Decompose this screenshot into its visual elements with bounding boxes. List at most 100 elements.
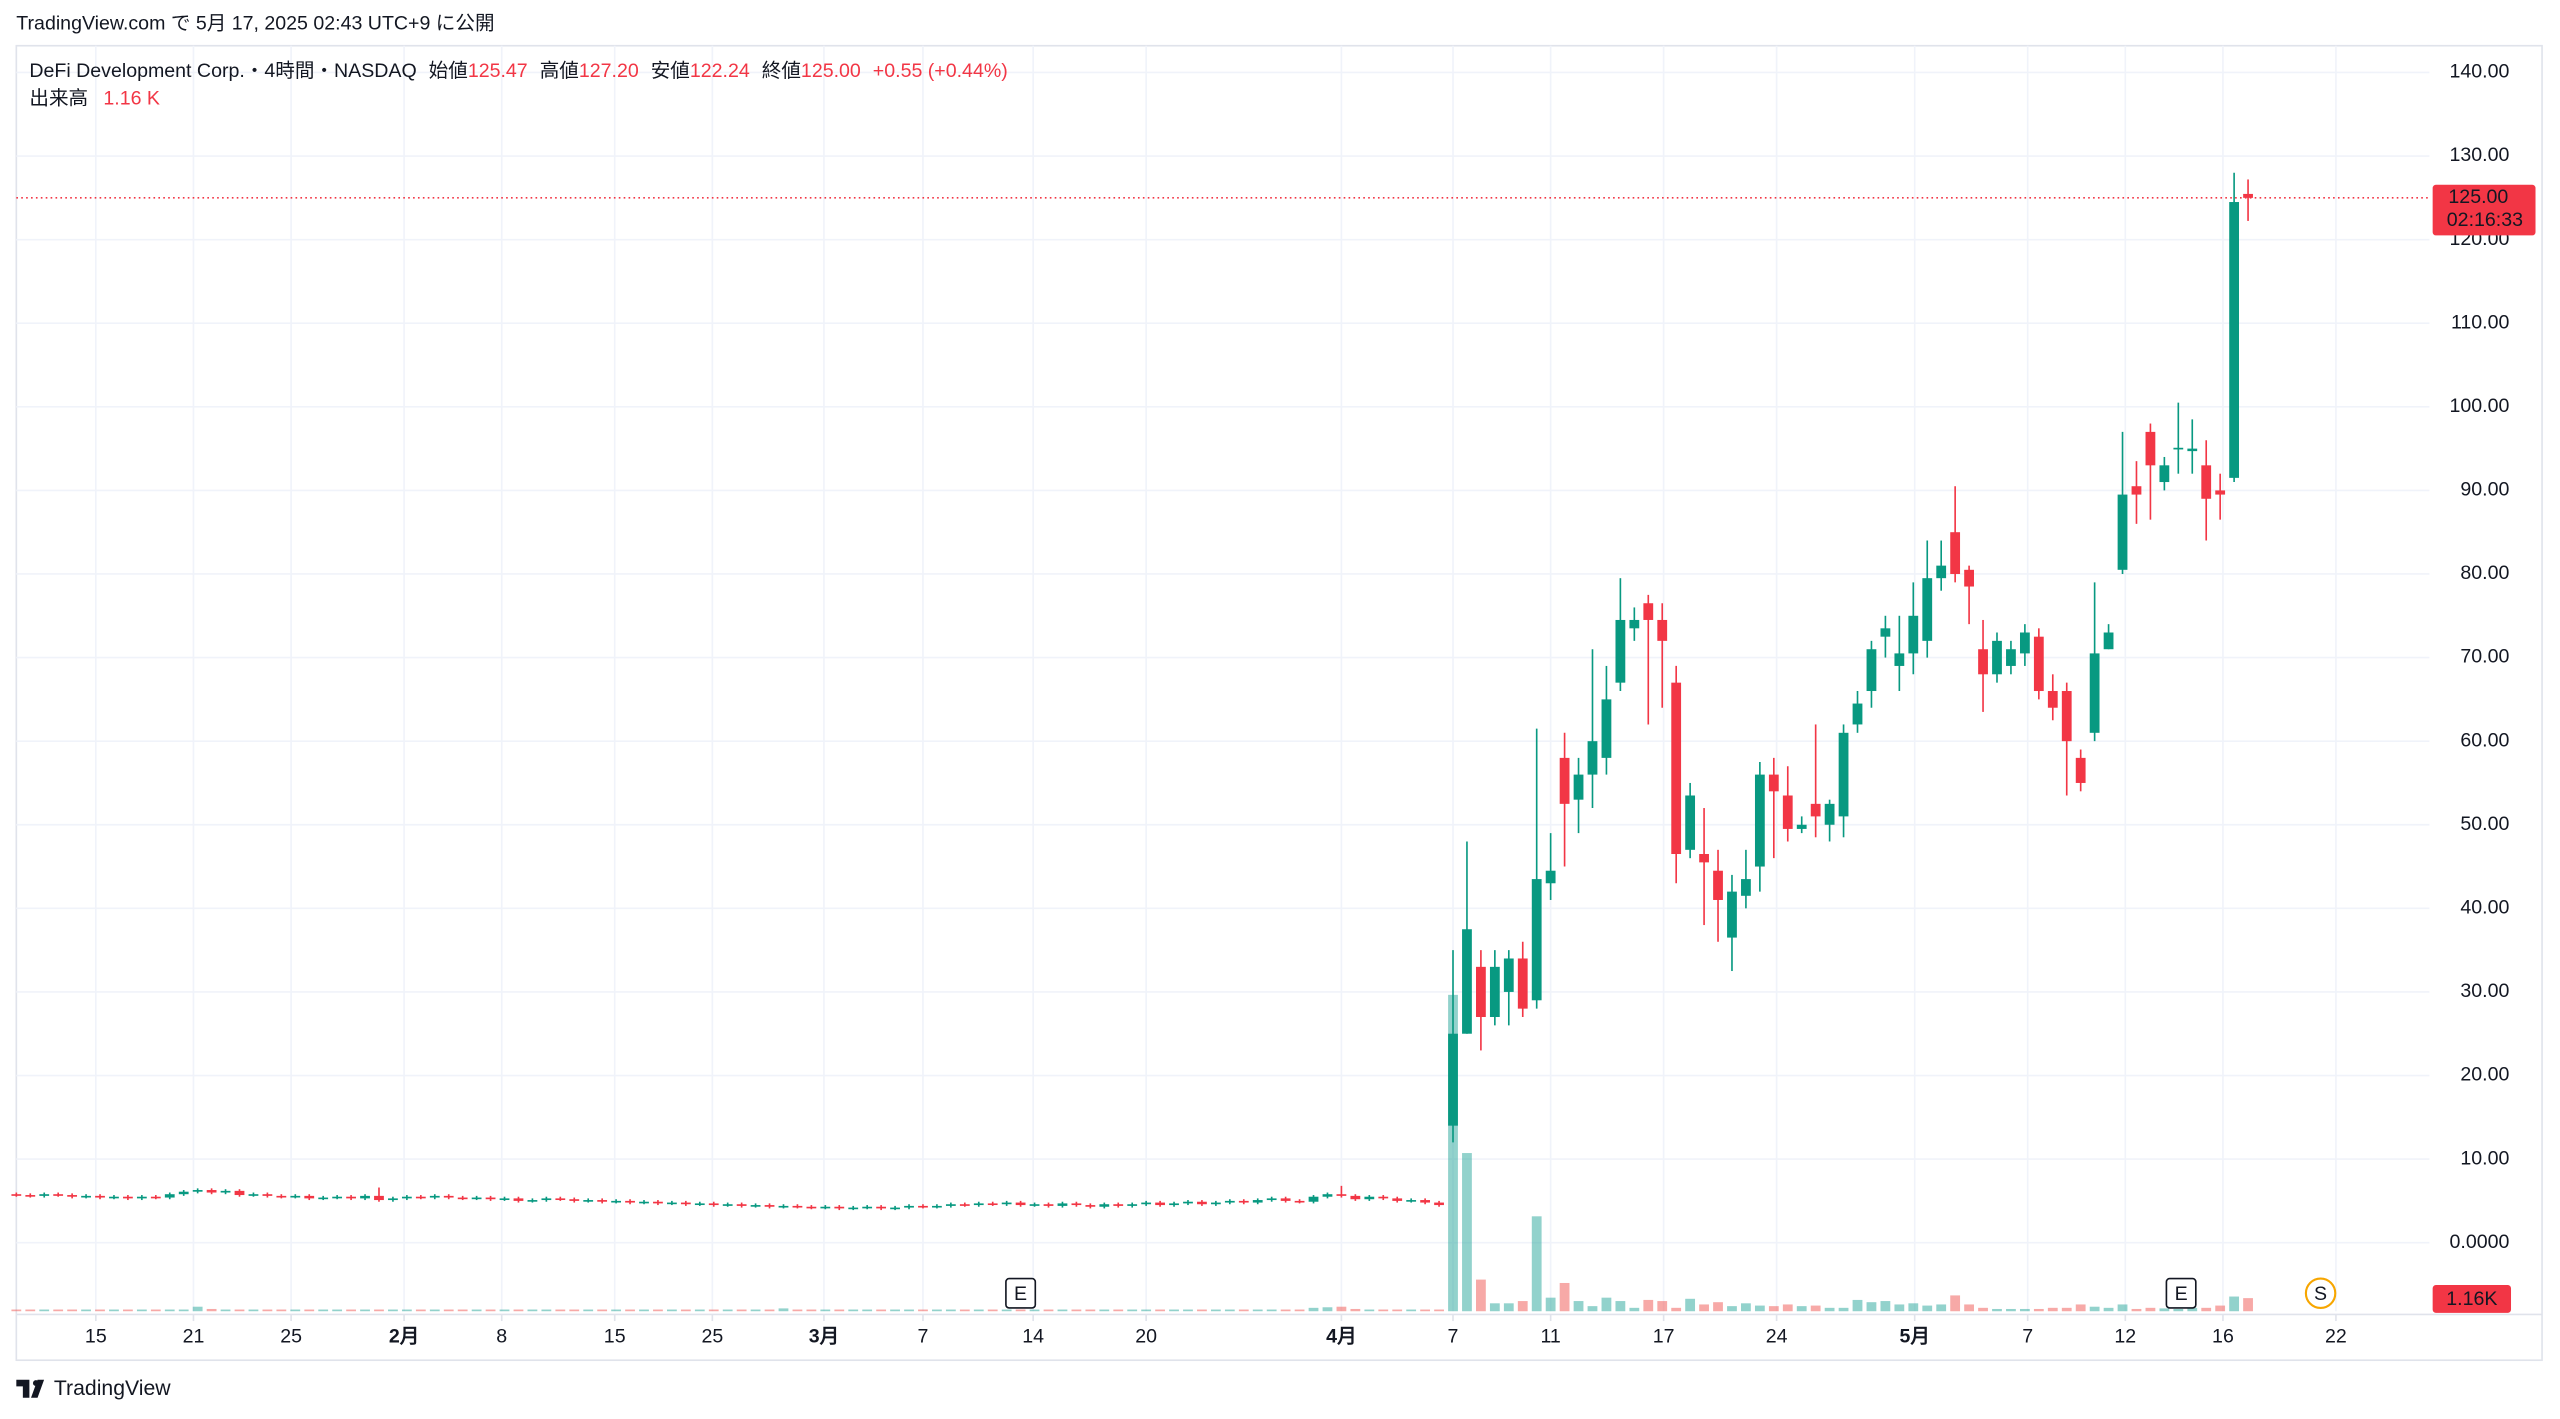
candle-body [1322,1194,1333,1197]
x-tick-label: 15 [604,1326,626,1348]
volume-bar [1392,1309,1403,1312]
volume-bar [318,1309,329,1312]
volume-bar [680,1309,691,1312]
volume-bar [527,1309,538,1312]
volume-bar [1489,1303,1500,1312]
volume-bar [1280,1309,1291,1312]
volume-bar [1197,1309,1207,1312]
volume-bar [2075,1304,2086,1312]
candle-body [123,1196,133,1199]
candle-body [1601,699,1612,758]
volume-bar [499,1309,510,1312]
chart-frame [15,44,2543,1362]
candle-body [1476,966,1486,1018]
candle-body [2117,494,2128,570]
candle-body [834,1206,845,1209]
volume-bar [1294,1309,1305,1312]
volume-bar [1224,1309,1235,1312]
volume-bar [2243,1298,2253,1312]
volume-bar [11,1309,22,1312]
candle-body [1559,757,1570,804]
candle-body [1294,1200,1305,1203]
volume-bar [834,1309,845,1312]
candle-body [569,1199,580,1201]
volume-bar [53,1309,64,1312]
volume-bar [2131,1308,2142,1312]
volume-bar [150,1309,161,1312]
volume-bar [1350,1308,1361,1312]
volume-bar [1782,1304,1793,1312]
volume-bar [653,1309,663,1312]
volume-bar [39,1309,50,1312]
volume-bar [2215,1305,2226,1312]
volume-bar [1336,1306,1347,1312]
candle-body [1392,1198,1403,1201]
volume-bar [1141,1309,1152,1312]
volume-bar [1894,1304,1905,1312]
volume-bar [764,1309,775,1312]
volume-bar [1252,1309,1263,1312]
candle-body [1503,958,1514,992]
candle-body [457,1197,468,1200]
volume-legend: 出来高 1.16 K [29,88,160,110]
volume-bar [25,1309,36,1312]
volume-bar [1796,1306,1807,1312]
candle-body [945,1204,956,1206]
volume-bar [1866,1302,1877,1312]
volume-bar [471,1309,482,1312]
x-tick-label: 22 [2325,1326,2347,1348]
x-tick-label: 5月 [1899,1326,1929,1348]
candle-body [1629,619,1640,629]
candle-body [192,1190,203,1192]
candle-body [862,1206,873,1209]
y-tick-label: 10.00 [2460,1147,2509,1169]
volume-bar [1127,1309,1138,1312]
candle-body [304,1195,315,1199]
volume-bar [262,1309,273,1312]
logo-dot [32,1380,39,1387]
y-tick-label: 20.00 [2460,1064,2509,1086]
volume-bar [750,1309,761,1312]
x-tick-label: 11 [1540,1326,1560,1348]
x-tick-label: 24 [1766,1326,1788,1348]
candle-body [918,1205,928,1208]
volume-bar [2229,1296,2240,1312]
brand-logo: TradingView [16,1377,171,1400]
published-note: TradingView.com で 5月 17, 2025 02:43 UTC+… [16,13,494,35]
grid [16,45,2430,1312]
last-price-tag [2432,184,2536,236]
volume-bar [1420,1309,1431,1312]
volume-bar [778,1308,789,1312]
candle-body [527,1200,538,1202]
volume-bar [1517,1301,1528,1312]
candle-body [1685,795,1696,850]
candle-body [1657,619,1668,641]
candles [11,172,2253,1211]
candle-body [778,1205,789,1208]
candle-body [1085,1205,1096,1207]
volume-bar [513,1309,524,1312]
volume-bar [1629,1307,1640,1312]
candle-body [1001,1202,1012,1205]
volume-bar [569,1309,580,1312]
x-tick-label: 7 [2022,1326,2033,1348]
candle-body [555,1198,566,1201]
candle-body [2006,649,2016,666]
candle-body [276,1195,287,1198]
volume-bar [890,1309,900,1312]
candle-body [39,1194,50,1196]
candle-body [1127,1204,1138,1206]
volume-bar [625,1309,635,1312]
candle-body [2061,691,2072,742]
candle-body [1782,795,1793,829]
candle-body [764,1205,775,1207]
volume-bar [1754,1305,1765,1312]
candle-body [1824,803,1835,825]
candle-body [541,1198,552,1201]
candle-body [680,1202,691,1205]
candle-body [2215,490,2226,495]
volume-bar [1434,1309,1444,1312]
volume-bar [109,1309,119,1312]
volume-bar [708,1309,719,1312]
volume-bar [388,1309,398,1312]
